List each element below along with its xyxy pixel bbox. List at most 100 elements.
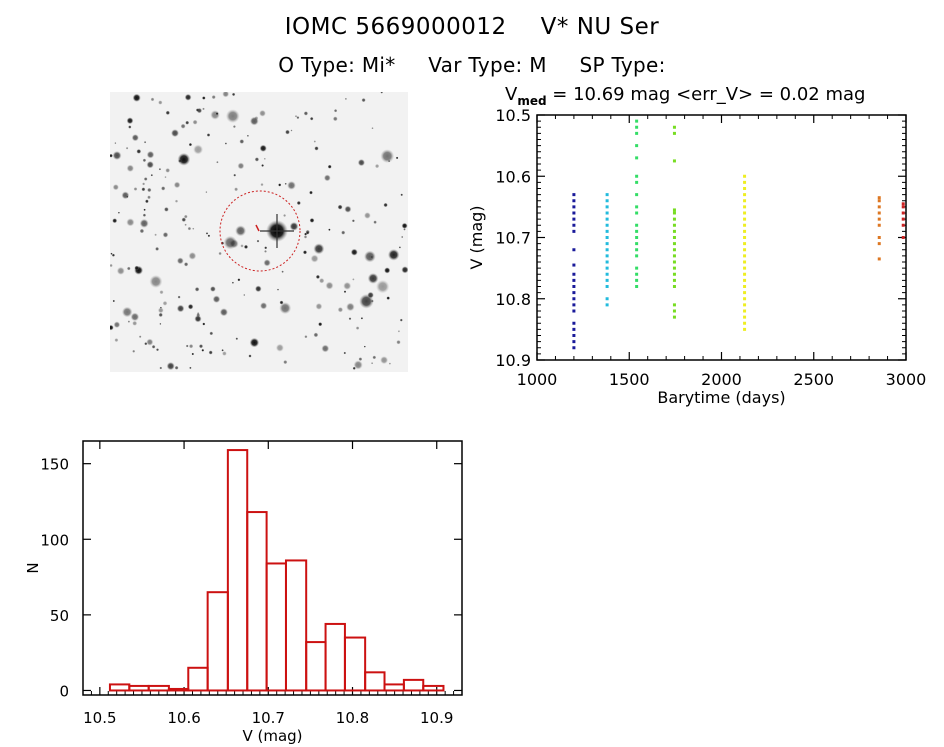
x-tick-label: 10.9: [420, 709, 453, 727]
field-star: [263, 259, 271, 267]
series-season-4: [672, 125, 676, 319]
data-point: [605, 285, 609, 288]
data-point: [743, 327, 747, 331]
field-star: [171, 129, 179, 138]
y-tick-label: 10.9: [495, 351, 531, 370]
field-star: [158, 168, 162, 171]
data-point: [901, 217, 905, 221]
field-star: [386, 296, 391, 300]
field-star: [210, 286, 216, 292]
data-point: [572, 334, 576, 337]
field-star: [287, 181, 296, 190]
field-star: [237, 278, 241, 282]
field-star: [403, 228, 406, 231]
field-star: [275, 343, 284, 352]
field-star: [114, 338, 119, 343]
field-star: [125, 146, 129, 150]
finder-background: [110, 92, 408, 372]
field-star: [176, 257, 184, 265]
field-star: [348, 317, 352, 321]
y-tick-label: 100: [40, 531, 69, 549]
data-point: [605, 217, 609, 221]
field-star: [192, 119, 198, 125]
field-star: [285, 129, 290, 135]
field-star: [313, 140, 316, 143]
finder-chart-image: [110, 92, 408, 372]
field-star: [249, 337, 260, 348]
field-star: [206, 133, 211, 137]
field-star: [303, 235, 308, 239]
field-star: [162, 300, 168, 306]
field-star: [178, 159, 182, 163]
data-point: [672, 260, 676, 264]
data-point: [572, 272, 576, 276]
field-star: [281, 270, 284, 273]
var-type-label: Var Type:: [428, 53, 523, 77]
field-star: [207, 234, 211, 238]
data-point: [672, 125, 676, 129]
field-star: [183, 214, 188, 219]
series-season-1: [572, 193, 576, 350]
data-point: [605, 193, 609, 197]
data-point: [743, 229, 747, 233]
field-star: [360, 317, 364, 320]
field-star: [127, 320, 131, 323]
field-star: [284, 182, 287, 185]
data-point: [672, 242, 676, 246]
data-point: [743, 309, 747, 313]
field-star: [136, 149, 142, 154]
field-star: [346, 302, 355, 312]
data-point: [572, 193, 576, 197]
field-star: [165, 110, 170, 115]
data-point: [877, 205, 881, 209]
field-star: [188, 252, 197, 260]
data-point: [605, 199, 609, 203]
data-point: [605, 260, 609, 264]
field-star: [195, 108, 200, 112]
field-star: [310, 254, 319, 263]
data-point: [672, 315, 676, 319]
field-star: [150, 97, 155, 102]
data-point: [605, 303, 609, 307]
field-star: [232, 125, 236, 129]
histogram-bar: [383, 683, 405, 692]
field-star: [212, 295, 221, 303]
field-star: [358, 357, 363, 361]
field-star: [254, 157, 260, 162]
field-star: [222, 92, 230, 98]
field-star: [174, 365, 179, 370]
data-point: [901, 211, 905, 215]
field-star: [283, 214, 287, 217]
target-marker: [255, 224, 260, 232]
field-star: [313, 243, 325, 255]
data-point: [572, 199, 576, 203]
field-star: [313, 332, 319, 338]
field-star: [149, 275, 163, 288]
field-star: [193, 144, 204, 155]
field-star: [350, 248, 358, 256]
field-star: [117, 211, 120, 214]
x-tick-label: 10.6: [167, 709, 200, 727]
data-point: [572, 321, 576, 325]
data-point: [605, 205, 609, 209]
data-point: [635, 266, 639, 270]
field-star: [110, 263, 113, 268]
field-star: [126, 195, 129, 198]
data-point: [605, 297, 609, 301]
x-axis-label: V (mag): [242, 727, 302, 745]
field-star: [141, 187, 146, 192]
series-season-5: [743, 174, 747, 331]
field-star: [174, 199, 179, 203]
data-point: [877, 211, 881, 215]
field-star: [139, 228, 145, 234]
field-star: [209, 331, 214, 336]
field-star: [396, 340, 401, 345]
field-star: [173, 181, 181, 189]
data-point: [572, 248, 576, 252]
type-line: O Type: Mi* Var Type: M SP Type:: [0, 53, 944, 77]
field-star: [246, 134, 249, 137]
data-point: [672, 208, 676, 212]
field-star: [352, 366, 356, 370]
field-star: [343, 351, 347, 355]
data-point: [635, 180, 639, 184]
